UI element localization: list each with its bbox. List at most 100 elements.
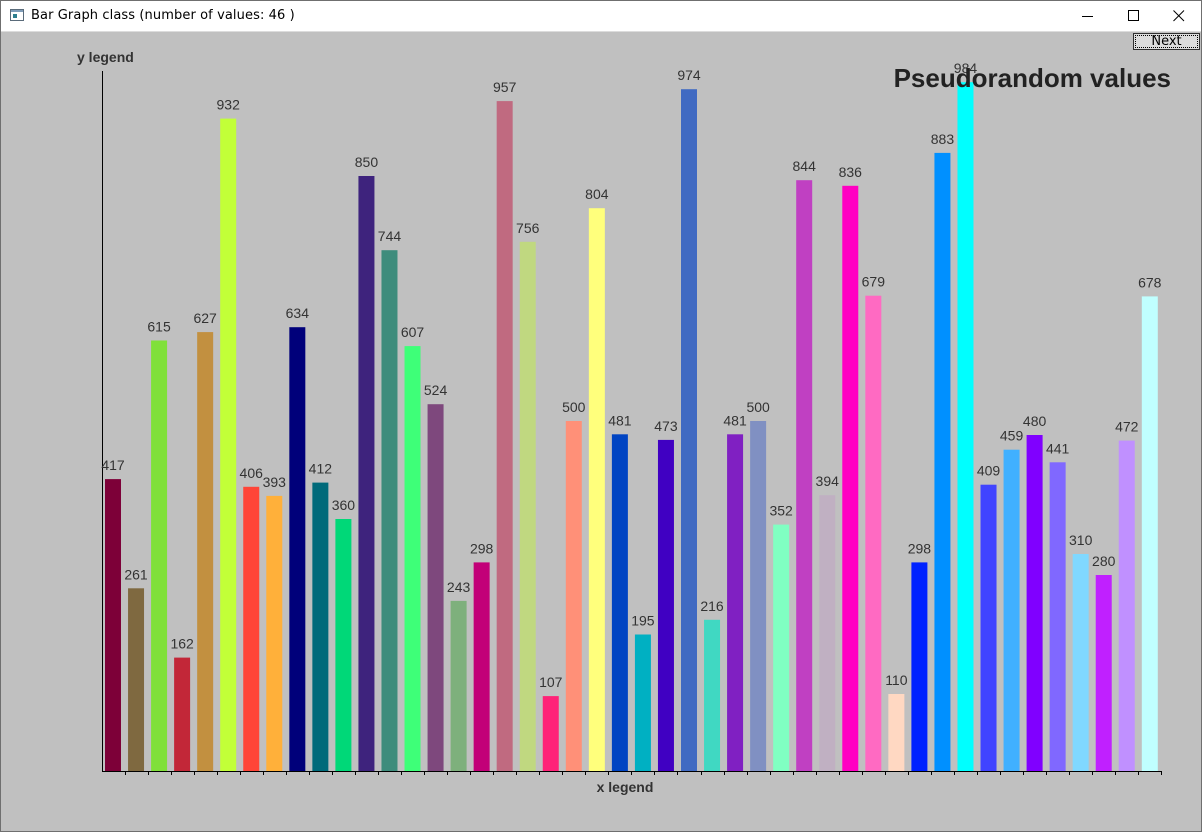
data-label: 481 [723,412,747,428]
bar [865,295,882,771]
bar [704,619,721,771]
bar [796,180,813,771]
bar [542,696,559,771]
data-label: 627 [193,310,217,326]
data-label: 500 [562,399,586,415]
data-label: 481 [608,412,632,428]
data-label: 216 [700,598,724,614]
chart-title: Pseudorandom values [894,63,1171,93]
bar [1072,554,1089,771]
bar [220,118,237,772]
data-label: 409 [977,463,1001,479]
bar [750,421,767,771]
bar [496,101,513,772]
bar [773,524,790,771]
data-label: 957 [493,79,517,95]
bar [289,327,306,771]
data-label: 298 [470,540,494,556]
bar [335,519,352,771]
bar [980,484,997,771]
bar [312,482,329,771]
data-label: 480 [1023,413,1047,429]
bar [151,340,168,771]
bar [1003,449,1020,771]
bar [588,208,605,771]
bar [957,82,974,771]
x-axis-label: x legend [597,779,654,795]
maximize-button[interactable] [1111,1,1157,31]
data-label: 280 [1092,553,1116,569]
bar [611,434,628,771]
data-label: 524 [424,382,448,398]
bar [358,176,375,771]
data-label: 352 [769,503,793,519]
bar [634,634,651,771]
bar [934,152,951,771]
data-label: 984 [954,60,978,76]
data-label: 441 [1046,440,1070,456]
data-label: 195 [631,613,655,629]
bar [565,421,582,771]
bar [1026,435,1043,771]
close-button[interactable] [1156,1,1202,31]
bar [105,479,121,771]
minimize-icon [1082,16,1093,17]
data-label: 406 [240,465,264,481]
data-label: 932 [217,97,241,113]
data-label: 850 [355,154,379,170]
data-label: 417 [101,457,125,473]
data-label: 974 [677,67,701,83]
data-label: 393 [263,474,287,490]
data-label: 243 [447,579,471,595]
data-label: 607 [401,324,425,340]
data-label: 107 [539,674,563,690]
data-label: 162 [170,636,194,652]
data-label: 472 [1115,419,1139,435]
data-label: 110 [885,672,908,688]
bar [1141,296,1158,771]
data-label: 298 [908,540,932,556]
data-label: 836 [839,164,863,180]
data-label: 756 [516,220,540,236]
bar [404,346,421,771]
bar [128,588,145,771]
bar [473,562,490,771]
close-icon [1173,10,1185,22]
next-button[interactable]: Next [1133,33,1200,50]
data-label: 261 [124,566,148,582]
maximize-icon [1128,10,1139,21]
title-bar[interactable]: Bar Graph class (number of values: 46 ) [1,1,1201,32]
data-label: 412 [309,461,333,477]
data-label: 473 [654,418,678,434]
bar [243,486,260,771]
data-label: 679 [862,274,886,290]
bar [1049,462,1066,771]
bar [266,495,283,771]
window-title: Bar Graph class (number of values: 46 ) [31,8,295,23]
data-label: 310 [1069,532,1093,548]
data-label: 844 [793,158,817,174]
chart-canvas: 417 261 615 162 627 932 406 393 634 412 360 850 744 6… [1,31,1201,831]
data-label: 804 [585,186,609,202]
data-label: 615 [147,319,171,335]
minimize-button[interactable] [1065,1,1111,31]
bar [1118,440,1135,771]
bar [450,600,467,771]
data-label: 744 [378,228,402,244]
app-icon [10,9,24,21]
bar [681,89,697,771]
bar [1095,575,1112,771]
bar [519,241,536,772]
data-label: 394 [816,473,840,489]
bar [888,694,905,771]
data-label: 500 [746,399,770,415]
bar [657,439,674,771]
y-axis-label: y legend [77,49,134,65]
data-label: 883 [931,131,955,147]
data-label: 459 [1000,428,1024,444]
bar [427,404,444,771]
bar [381,250,398,771]
data-label: 360 [332,497,356,513]
